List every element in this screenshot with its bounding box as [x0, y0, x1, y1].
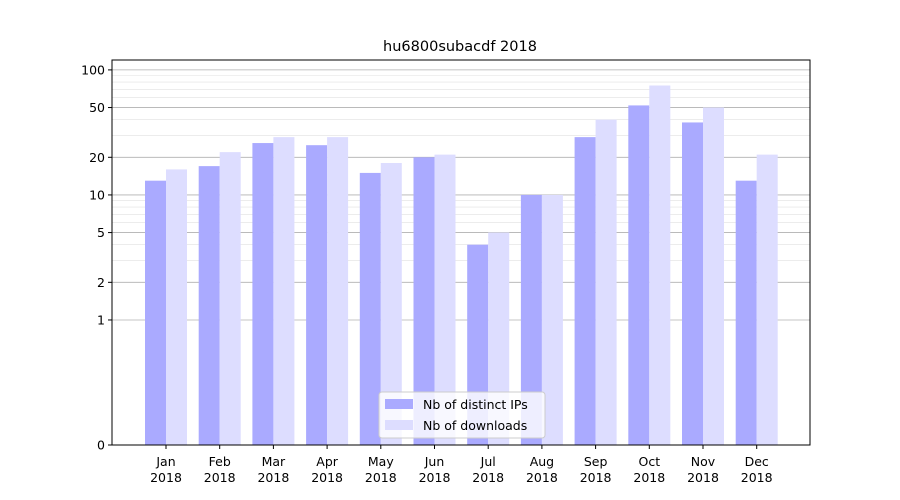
- legend-label: Nb of distinct IPs: [423, 397, 528, 412]
- bar-distinct-ips: [252, 143, 274, 445]
- bar-distinct-ips: [413, 157, 435, 445]
- bar-downloads: [219, 152, 241, 445]
- bar-distinct-ips: [520, 194, 542, 445]
- bar-distinct-ips: [306, 145, 328, 445]
- y-tick-label: 50: [89, 100, 105, 115]
- bar-distinct-ips: [735, 180, 757, 445]
- x-tick-label-year: 2018: [580, 470, 612, 485]
- plot-area-frame: [111, 59, 811, 446]
- bar-downloads: [166, 169, 187, 445]
- x-tick-label-month: Oct: [638, 454, 660, 469]
- bar-distinct-ips: [574, 137, 596, 445]
- bar-downloads: [327, 137, 349, 445]
- y-axis: 0 1 2 5 10 20 50 100: [81, 62, 112, 453]
- bar-distinct-ips: [682, 122, 703, 445]
- x-tick-label-month: Feb: [209, 454, 231, 469]
- x-tick-label-year: 2018: [472, 470, 504, 485]
- bar-distinct-ips: [628, 105, 650, 446]
- bar-distinct-ips: [198, 166, 220, 445]
- y-tick-label: 10: [89, 187, 105, 202]
- x-tick-label-month: Jul: [480, 454, 496, 469]
- y-tick-label: 100: [81, 62, 105, 77]
- bar-downloads: [595, 119, 617, 446]
- bar-distinct-ips: [359, 172, 381, 445]
- y-tick-label: 20: [89, 150, 105, 165]
- legend-box: [378, 391, 546, 439]
- x-tick-label-year: 2018: [419, 470, 451, 485]
- x-tick-label-month: Dec: [745, 454, 769, 469]
- x-tick-label-month: Nov: [691, 454, 716, 469]
- bar-downloads: [756, 154, 778, 446]
- bar-downloads: [703, 107, 724, 446]
- chart-title: hu6800subacdf 2018: [383, 39, 537, 55]
- bar-downloads: [649, 85, 671, 445]
- x-tick-label-year: 2018: [741, 470, 773, 485]
- x-tick-label-month: Jun: [424, 454, 445, 469]
- y-tick-label: 2: [97, 275, 105, 290]
- x-tick-label-year: 2018: [365, 470, 397, 485]
- x-tick-label-month: May: [368, 454, 394, 469]
- x-tick-label-year: 2018: [150, 470, 182, 485]
- bar-downloads: [434, 154, 456, 446]
- x-tick-label-year: 2018: [257, 470, 289, 485]
- bar-downloads: [541, 194, 563, 445]
- y-tick-label: 5: [97, 225, 105, 240]
- legend-swatch: [385, 399, 413, 409]
- x-tick-label-month: Jan: [155, 454, 175, 469]
- x-tick-label-month: Mar: [262, 454, 286, 469]
- x-tick-label-year: 2018: [633, 470, 665, 485]
- bar-downloads: [273, 137, 295, 445]
- legend-label: Nb of downloads: [423, 418, 527, 433]
- legend-swatch: [385, 420, 413, 430]
- x-tick-label-year: 2018: [526, 470, 558, 485]
- bar-distinct-ips: [145, 180, 166, 445]
- x-tick-label-month: Apr: [316, 454, 338, 469]
- x-tick-label-year: 2018: [311, 470, 343, 485]
- x-tick-label-month: Sep: [584, 454, 608, 469]
- bars: [145, 85, 778, 446]
- x-tick-label-year: 2018: [204, 470, 236, 485]
- y-tick-label: 1: [97, 312, 105, 327]
- x-tick-label-month: Aug: [530, 454, 554, 469]
- y-tick-label: 0: [97, 438, 105, 453]
- x-tick-label-year: 2018: [687, 470, 719, 485]
- x-axis: Jan2018Feb2018Mar2018Apr2018May2018Jun20…: [150, 445, 773, 485]
- legend: Nb of distinct IPs Nb of downloads: [378, 391, 546, 439]
- bar-downloads: [380, 163, 402, 445]
